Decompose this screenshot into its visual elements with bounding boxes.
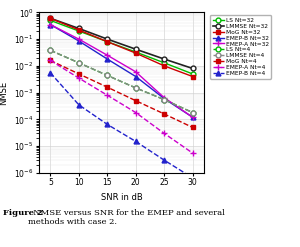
MoG Nt=32 (77, 28, 81, 31)
LS Nt=32 (49, 19, 52, 22)
Text: NMSE versus SNR for the EMEP and several
methods with case 2.: NMSE versus SNR for the EMEP and several… (28, 209, 225, 226)
EMEP-A Nt=32 (191, 116, 194, 119)
MoG Nt=4 (162, 112, 166, 115)
EMEP-B Nt=4 (162, 159, 166, 162)
LMMSE Nt=32 (106, 38, 109, 41)
LMMSE Nt=4 (134, 86, 137, 89)
LS Nt=4 (77, 61, 81, 64)
MoG Nt=32 (49, 17, 52, 20)
EMEP-A Nt=4 (77, 77, 81, 80)
EMEP-B Nt=4 (77, 103, 81, 106)
MoG Nt=4 (191, 126, 194, 129)
EMEP-B Nt=32 (134, 75, 137, 78)
EMEP-A Nt=32 (162, 96, 166, 99)
EMEP-B Nt=4 (191, 176, 194, 179)
EMEP-B Nt=32 (191, 116, 194, 119)
Line: LMMSE Nt=32: LMMSE Nt=32 (48, 16, 195, 71)
LMMSE Nt=32 (162, 58, 166, 61)
LS Nt=4 (106, 74, 109, 77)
LMMSE Nt=32 (134, 48, 137, 51)
LS Nt=4 (162, 98, 166, 101)
Legend: LS Nt=32, LMMSE Nt=32, MoG Nt=32, EMEP-B Nt=32, EMEP-A Nt=32, LS Nt=4, LMMSE Nt=: LS Nt=32, LMMSE Nt=32, MoG Nt=32, EMEP-B… (210, 15, 272, 79)
MoG Nt=4 (134, 99, 137, 102)
Line: MoG Nt=4: MoG Nt=4 (48, 58, 195, 130)
EMEP-A Nt=32 (49, 23, 52, 26)
Line: EMEP-A Nt=32: EMEP-A Nt=32 (47, 21, 196, 121)
Line: LS Nt=4: LS Nt=4 (48, 48, 195, 115)
MoG Nt=32 (162, 64, 166, 67)
LMMSE Nt=4 (49, 49, 52, 52)
LS Nt=4 (134, 86, 137, 89)
LS Nt=32 (162, 61, 166, 64)
Line: LMMSE Nt=4: LMMSE Nt=4 (48, 48, 195, 115)
EMEP-A Nt=32 (134, 70, 137, 73)
MoG Nt=4 (77, 72, 81, 75)
EMEP-A Nt=4 (106, 94, 109, 97)
EMEP-B Nt=4 (106, 123, 109, 126)
EMEP-A Nt=4 (49, 59, 52, 62)
MoG Nt=32 (106, 40, 109, 43)
LS Nt=32 (77, 30, 81, 33)
EMEP-A Nt=4 (191, 152, 194, 155)
Line: EMEP-A Nt=4: EMEP-A Nt=4 (47, 57, 196, 157)
Line: EMEP-B Nt=4: EMEP-B Nt=4 (48, 70, 195, 180)
LMMSE Nt=32 (49, 17, 52, 20)
EMEP-A Nt=32 (106, 54, 109, 57)
LMMSE Nt=4 (77, 61, 81, 64)
LMMSE Nt=32 (77, 27, 81, 30)
MoG Nt=32 (134, 52, 137, 55)
EMEP-B Nt=4 (49, 71, 52, 74)
Line: LS Nt=32: LS Nt=32 (48, 18, 195, 76)
LS Nt=32 (134, 50, 137, 53)
EMEP-A Nt=4 (134, 111, 137, 114)
EMEP-B Nt=32 (77, 40, 81, 42)
MoG Nt=4 (49, 59, 52, 62)
LS Nt=4 (191, 111, 194, 114)
Line: MoG Nt=32: MoG Nt=32 (48, 16, 195, 79)
EMEP-B Nt=4 (134, 140, 137, 143)
Line: EMEP-B Nt=32: EMEP-B Nt=32 (48, 22, 195, 120)
LMMSE Nt=4 (162, 98, 166, 101)
LMMSE Nt=32 (191, 67, 194, 70)
LS Nt=32 (106, 40, 109, 43)
Text: Figure 2: Figure 2 (3, 209, 43, 217)
LS Nt=4 (49, 49, 52, 52)
X-axis label: SNR in dB: SNR in dB (100, 193, 142, 202)
LMMSE Nt=4 (191, 111, 194, 114)
EMEP-B Nt=32 (49, 23, 52, 26)
EMEP-B Nt=32 (106, 58, 109, 61)
EMEP-A Nt=32 (77, 38, 81, 41)
MoG Nt=32 (191, 75, 194, 78)
EMEP-A Nt=4 (162, 132, 166, 135)
MoG Nt=4 (106, 86, 109, 89)
LMMSE Nt=4 (106, 74, 109, 77)
Y-axis label: NMSE: NMSE (0, 81, 8, 105)
LS Nt=32 (191, 72, 194, 75)
EMEP-B Nt=32 (162, 97, 166, 100)
